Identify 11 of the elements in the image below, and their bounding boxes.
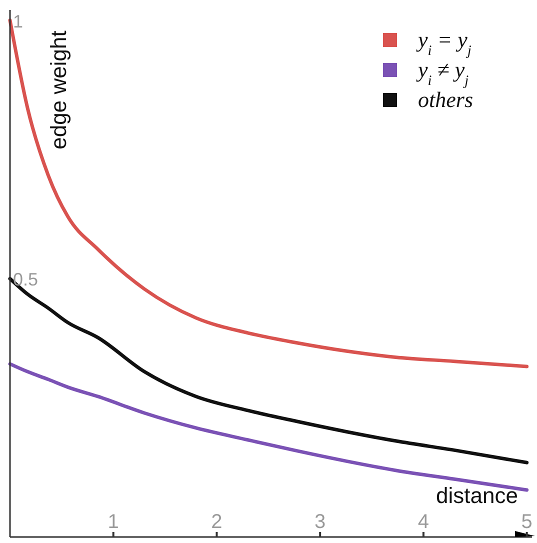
legend-label: y$_{i}$ = y$_{j}$ [416,27,472,59]
legend-label: y$_{i}$ ≠ y$_{j}$ [416,57,469,89]
legend-label: others [418,87,473,112]
y-tick-label: 0.5 [13,270,38,290]
x-tick-label: 1 [108,511,119,533]
x-axis-title: distance [436,483,518,508]
x-tick-label: 5 [521,511,532,533]
x-tick-label: 4 [418,511,430,533]
x-tick-label: 2 [211,511,222,533]
x-tick-label: 3 [314,511,326,533]
y-axis-title: edge weight [46,30,71,150]
